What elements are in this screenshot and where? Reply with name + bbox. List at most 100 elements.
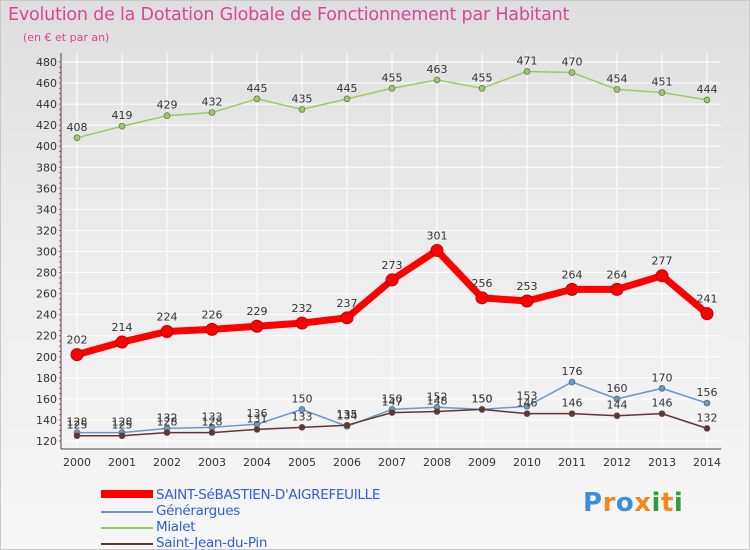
point-saint-s-bastien-d-aigrefeuille-2005 [295,316,309,330]
x-tick-label: 2007 [378,456,406,469]
point-g-n-rargues-2013 [658,385,666,392]
data-label-g-n-rargues: 132 [157,411,178,424]
data-label-g-n-rargues: 134 [337,409,358,422]
point-mialet-2000 [73,134,81,142]
point-saint-s-bastien-d-aigrefeuille-2012 [610,282,624,296]
proxiti-logo: Proxiti [583,488,683,518]
legend-label: Mialet [156,519,196,535]
point-saint-s-bastien-d-aigrefeuille-2001 [115,335,129,349]
point-mialet-2006 [343,95,351,103]
data-label-mialet: 429 [157,99,178,112]
data-label-mialet: 451 [652,76,673,89]
chart-subtitle: (en € et par an) [23,31,110,44]
data-label-saint-jean-du-pin: 146 [517,397,538,410]
data-label-g-n-rargues: 170 [652,371,673,384]
point-saint-s-bastien-d-aigrefeuille-2002 [160,325,174,339]
y-tick-label: 360 [36,182,57,195]
logo-letter: i [651,488,661,518]
point-saint-jean-du-pin-2010 [523,410,531,417]
point-saint-s-bastien-d-aigrefeuille-2010 [520,294,534,308]
y-tick-label: 220 [36,330,57,343]
point-saint-jean-du-pin-2008 [433,408,441,415]
x-tick-label: 2014 [693,456,721,469]
point-saint-s-bastien-d-aigrefeuille-2014 [700,307,714,321]
y-tick-label: 260 [36,288,57,301]
data-label-saint-s-bastien-d-aigrefeuille: 301 [427,229,448,242]
x-tick-label: 2000 [63,456,91,469]
point-saint-jean-du-pin-2002 [163,429,171,436]
data-label-mialet: 445 [247,82,268,95]
point-g-n-rargues-2012 [613,395,621,403]
x-tick-label: 2013 [648,456,676,469]
x-tick-label: 2008 [423,456,451,469]
point-saint-s-bastien-d-aigrefeuille-2007 [385,273,399,287]
point-saint-s-bastien-d-aigrefeuille-2003 [205,322,219,336]
x-tick-label: 2009 [468,456,496,469]
point-mialet-2008 [433,76,441,84]
data-label-saint-jean-du-pin: 128 [202,416,223,429]
y-tick-label: 120 [36,435,57,448]
y-tick-label: 240 [36,309,57,322]
point-saint-jean-du-pin-2013 [658,410,666,417]
legend-swatch [101,511,153,513]
legend-label: Générargues [156,503,240,519]
data-label-saint-jean-du-pin: 125 [67,419,88,432]
chart-title: Evolution de la Dotation Globale de Fonc… [8,5,570,25]
point-mialet-2001 [118,122,126,130]
x-tick-label: 2002 [153,456,181,469]
logo-letter: o [615,488,635,518]
data-label-saint-s-bastien-d-aigrefeuille: 214 [112,321,133,334]
data-label-saint-s-bastien-d-aigrefeuille: 226 [202,308,223,321]
point-saint-jean-du-pin-2005 [298,424,306,431]
x-tick-label: 2006 [333,456,361,469]
point-mialet-2012 [613,86,621,93]
y-tick-label: 400 [36,140,57,153]
data-label-mialet: 470 [562,56,583,69]
legend-swatch [101,490,153,498]
x-tick-label: 2011 [558,456,586,469]
point-g-n-rargues-2005 [298,406,306,413]
point-saint-s-bastien-d-aigrefeuille-2004 [250,319,264,333]
data-label-saint-s-bastien-d-aigrefeuille: 264 [562,268,583,281]
data-label-saint-s-bastien-d-aigrefeuille: 241 [697,293,718,306]
data-label-mialet: 432 [202,96,223,109]
data-label-saint-jean-du-pin: 132 [697,411,718,424]
data-label-saint-s-bastien-d-aigrefeuille: 277 [652,255,673,268]
data-label-saint-s-bastien-d-aigrefeuille: 273 [382,259,403,272]
y-tick-label: 160 [36,393,57,406]
data-label-saint-s-bastien-d-aigrefeuille: 264 [607,268,628,281]
data-label-mialet: 454 [607,72,628,85]
point-mialet-2013 [658,89,666,96]
legend-label: Saint-Jean-du-Pin [156,535,268,550]
data-label-g-n-rargues: 128 [67,416,88,429]
point-mialet-2011 [568,69,576,76]
point-saint-s-bastien-d-aigrefeuille-2006 [340,311,354,325]
logo-letter: P [583,488,603,518]
x-tick-label: 2012 [603,456,631,469]
data-label-saint-jean-du-pin: 148 [427,395,448,408]
x-tick-label: 2010 [513,456,541,469]
point-mialet-2014 [703,96,711,104]
point-mialet-2004 [253,95,261,103]
y-tick-label: 320 [36,224,57,237]
legend-swatch [101,543,153,545]
point-g-n-rargues-2010 [523,402,531,410]
x-tick-label: 2003 [198,456,226,469]
logo-letter: x [634,488,652,518]
data-label-saint-jean-du-pin: 147 [382,396,403,409]
data-label-g-n-rargues: 133 [202,410,223,423]
point-saint-jean-du-pin-2011 [568,410,576,417]
point-saint-s-bastien-d-aigrefeuille-2013 [655,269,669,283]
logo-letter: r [602,488,616,518]
point-saint-jean-du-pin-2009 [478,406,486,413]
logo-letter: i [673,488,684,518]
point-saint-jean-du-pin-2004 [253,426,261,433]
y-tick-label: 460 [36,77,57,90]
y-tick-label: 480 [36,56,57,69]
data-label-g-n-rargues: 152 [427,390,448,403]
data-label-saint-s-bastien-d-aigrefeuille: 253 [517,280,538,293]
data-label-saint-jean-du-pin: 144 [607,399,628,412]
y-tick-label: 140 [36,414,57,427]
legend-label: SAINT-SéBASTIEN-D'AIGREFEUILLE [156,487,381,503]
